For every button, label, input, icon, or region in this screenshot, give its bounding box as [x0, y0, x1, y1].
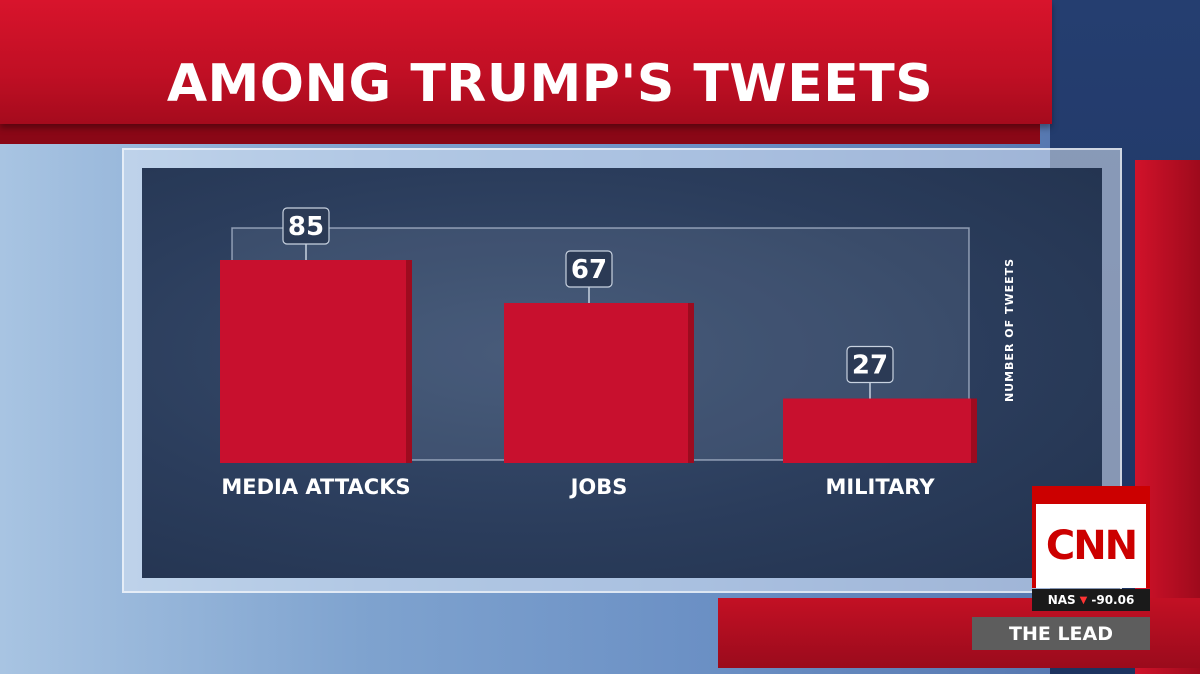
- category-label: JOBS: [569, 475, 628, 499]
- ticker-value: -90.06: [1091, 593, 1135, 607]
- category-label: MILITARY: [825, 475, 935, 499]
- value-label-badge: [282, 207, 330, 245]
- bar-side-shade: [971, 398, 977, 463]
- value-label: 85: [288, 212, 324, 242]
- chart-title: AMONG TRUMP'S TWEETS: [166, 54, 934, 114]
- y-axis-label: NUMBER OF TWEETS: [1003, 258, 1016, 402]
- ticker-symbol: NAS: [1047, 593, 1076, 607]
- cnn-logo-inner: CNN: [1036, 504, 1146, 588]
- bar-side-shade: [688, 302, 694, 463]
- bar: [783, 398, 977, 463]
- bar: [504, 302, 694, 463]
- value-label-badge: [846, 345, 894, 384]
- down-arrow-icon: ▼: [1079, 594, 1088, 606]
- value-label: 27: [852, 351, 888, 381]
- bar-side-shade: [406, 260, 412, 463]
- show-name: THE LEAD: [972, 617, 1150, 650]
- bar: [220, 260, 412, 463]
- category-label: MEDIA ATTACKS: [221, 475, 410, 499]
- decorative-red-pillar: [1135, 160, 1200, 674]
- value-label: 67: [571, 255, 607, 285]
- market-ticker: NAS ▼ -90.06: [1032, 589, 1150, 611]
- cnn-logo: CNN: [1045, 523, 1138, 569]
- title-banner: AMONG TRUMP'S TWEETS: [0, 0, 1052, 124]
- value-label-badge: [565, 250, 613, 288]
